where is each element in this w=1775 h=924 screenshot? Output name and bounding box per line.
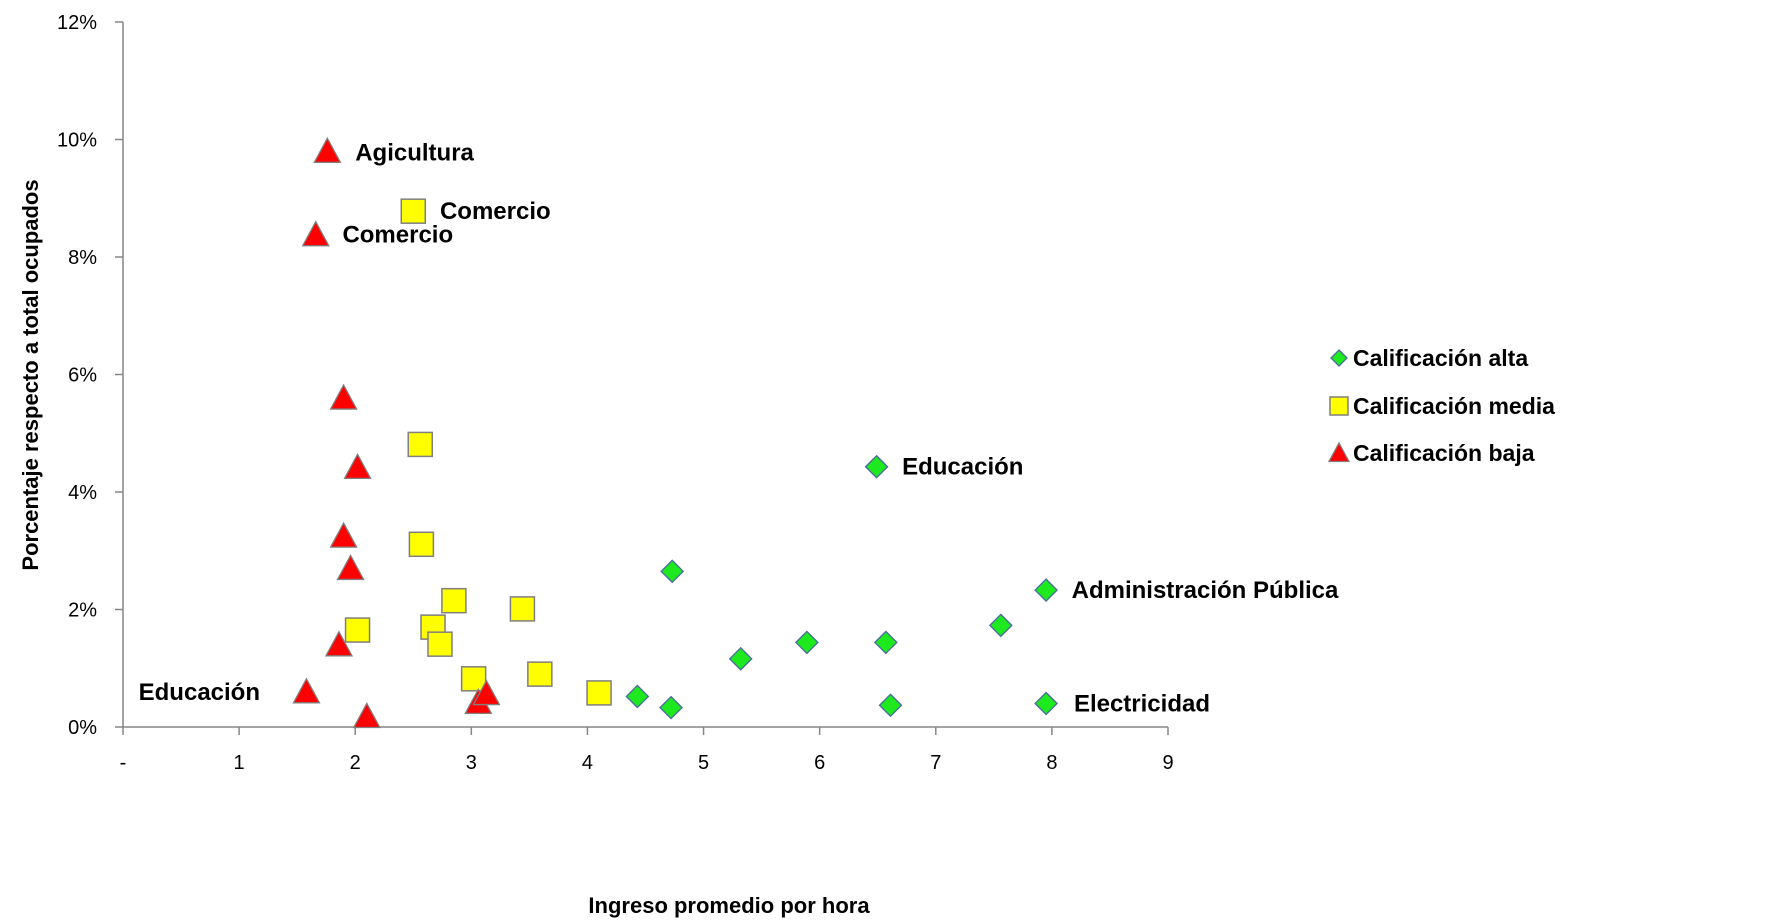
legend-marker-triangle bbox=[1327, 441, 1351, 463]
point-label: Educación bbox=[139, 679, 260, 706]
diamond-point bbox=[1034, 691, 1059, 716]
square-point bbox=[427, 631, 453, 657]
x-axis-title: Ingreso promedio por hora bbox=[588, 893, 870, 918]
x-tick-label: 6 bbox=[814, 752, 825, 774]
y-tick-label: 4% bbox=[68, 482, 97, 504]
legend-marker-square bbox=[1329, 396, 1349, 416]
square-point bbox=[460, 666, 487, 692]
y-tick-label: 8% bbox=[68, 247, 97, 269]
point-label: Comercio bbox=[342, 222, 453, 249]
series-diamond bbox=[625, 454, 1059, 720]
square-point bbox=[344, 617, 371, 643]
legend-item: Calificación alta bbox=[1330, 345, 1528, 371]
x-tick-label: 1 bbox=[234, 752, 245, 774]
legend-label: Calificación baja bbox=[1353, 440, 1535, 466]
legend-label: Calificación media bbox=[1353, 393, 1555, 419]
diamond-point bbox=[794, 630, 819, 655]
y-tick-label: 2% bbox=[68, 600, 97, 622]
point-label: Electricidad bbox=[1074, 691, 1210, 718]
series-square bbox=[344, 198, 612, 706]
y-tick-label: 0% bbox=[68, 717, 97, 739]
legend-item: Calificación baja bbox=[1327, 440, 1535, 466]
point-label: Agicultura bbox=[355, 139, 474, 166]
x-tick-label: 4 bbox=[582, 752, 593, 774]
square-point bbox=[400, 198, 427, 224]
y-tick-label: 6% bbox=[68, 365, 97, 387]
legend: Calificación alta Calificación media Calif… bbox=[1327, 345, 1555, 466]
diamond-point bbox=[878, 693, 903, 718]
square-point bbox=[408, 531, 435, 558]
x-tick-label: 7 bbox=[930, 752, 941, 774]
triangle-point bbox=[343, 452, 372, 480]
point-label: Administración Pública bbox=[1072, 577, 1339, 604]
triangle-point bbox=[292, 677, 321, 704]
point-label: Educación bbox=[902, 454, 1023, 481]
y-axis-title: Porcentaje respecto a total ocupados bbox=[18, 179, 43, 570]
diamond-point bbox=[873, 630, 898, 655]
diamond-point bbox=[864, 454, 889, 479]
x-tick-label: 9 bbox=[1162, 752, 1173, 774]
triangle-point bbox=[301, 220, 330, 247]
triangle-point bbox=[329, 521, 358, 548]
x-tick-label: 5 bbox=[698, 752, 709, 774]
diamond-point bbox=[988, 613, 1013, 638]
diamond-point bbox=[625, 684, 650, 709]
diamond-point bbox=[659, 695, 683, 720]
square-point bbox=[407, 431, 433, 458]
square-point bbox=[441, 587, 467, 614]
diamond-point bbox=[660, 559, 685, 584]
y-tick-label: 10% bbox=[57, 130, 97, 152]
data-points bbox=[292, 136, 1059, 729]
legend-item: Calificación media bbox=[1329, 393, 1555, 419]
tick-labels: - 1 2 3 4 5 6 7 8 9 0% 2% 4% 6% 8% 10% 12% bbox=[57, 12, 1174, 774]
x-tick-label: - bbox=[120, 752, 127, 774]
legend-label: Calificación alta bbox=[1353, 345, 1528, 371]
x-tick-label: 8 bbox=[1046, 752, 1057, 774]
point-label: Comercio bbox=[440, 198, 551, 225]
legend-marker-diamond bbox=[1330, 349, 1348, 367]
diamond-point bbox=[728, 646, 753, 671]
x-tick-label: 2 bbox=[350, 752, 361, 774]
series-triangle bbox=[292, 136, 501, 729]
square-point bbox=[586, 680, 612, 706]
diamond-point bbox=[1034, 578, 1059, 603]
triangle-point bbox=[324, 630, 354, 657]
axes bbox=[115, 21, 1169, 735]
y-tick-label: 12% bbox=[57, 12, 97, 34]
square-point bbox=[509, 596, 536, 622]
triangle-point bbox=[329, 383, 358, 410]
triangle-point bbox=[313, 136, 342, 163]
square-point bbox=[527, 661, 553, 687]
triangle-point bbox=[336, 554, 365, 581]
triangle-point bbox=[472, 679, 501, 706]
triangle-point bbox=[352, 702, 381, 729]
x-tick-label: 3 bbox=[466, 752, 477, 774]
